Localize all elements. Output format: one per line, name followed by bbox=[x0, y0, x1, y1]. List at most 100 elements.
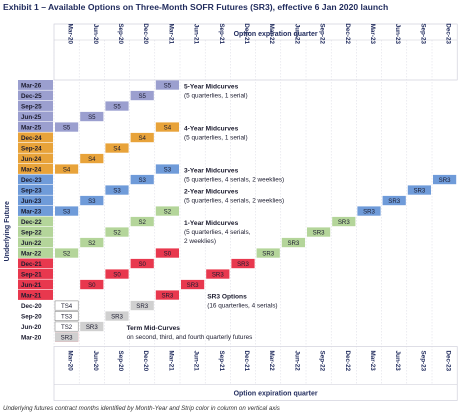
option-cell-label: S0 bbox=[164, 251, 172, 258]
bottom-quarter-label: Mar-23 bbox=[369, 351, 376, 372]
option-cell-label: S5 bbox=[138, 93, 146, 100]
option-cell-label: SR3 bbox=[313, 230, 325, 237]
bottom-quarter-label: Sep-21 bbox=[218, 351, 225, 372]
option-cell bbox=[155, 248, 179, 258]
top-quarter-label: Jun-21 bbox=[193, 24, 200, 45]
option-cell bbox=[130, 258, 154, 269]
row-label: Sep-25 bbox=[21, 104, 42, 111]
annotation-line: (16 quarterlies, 4 serials) bbox=[207, 302, 277, 309]
option-cell-label: S5 bbox=[88, 114, 96, 121]
row-label-cell bbox=[18, 248, 53, 258]
option-cell-label: S3 bbox=[164, 167, 172, 174]
option-cell bbox=[231, 258, 255, 269]
option-cell-label: S2 bbox=[113, 230, 121, 237]
row-label: Jun-21 bbox=[21, 282, 42, 289]
row-label: Sep-24 bbox=[21, 146, 42, 153]
bottom-quarter-label: Mar-22 bbox=[268, 351, 275, 372]
option-cell bbox=[130, 174, 154, 185]
option-cell bbox=[80, 111, 104, 122]
row-label: Mar-20 bbox=[21, 335, 42, 342]
option-cell bbox=[281, 237, 305, 248]
option-cell-label: S4 bbox=[138, 135, 146, 142]
option-cell-label: S5 bbox=[113, 104, 121, 111]
option-cell bbox=[105, 269, 129, 279]
option-cell bbox=[382, 195, 406, 206]
bottom-quarter-label: Dec-22 bbox=[344, 351, 351, 372]
option-cell-label: TS2 bbox=[61, 324, 73, 331]
option-cell bbox=[80, 237, 104, 248]
option-cell bbox=[433, 174, 457, 185]
row-label-cell bbox=[18, 290, 53, 300]
option-cell bbox=[105, 101, 129, 111]
option-cell-label: SR3 bbox=[212, 272, 224, 279]
row-label-cell bbox=[18, 269, 53, 279]
option-cell bbox=[54, 321, 79, 332]
row-label-cell bbox=[18, 321, 53, 332]
option-cell-label: S3 bbox=[138, 177, 146, 184]
row-label-cell bbox=[18, 90, 53, 101]
top-quarter-label: Sep-20 bbox=[117, 23, 124, 44]
option-cell bbox=[155, 206, 179, 216]
annotation-title: 2-Year Midcurves bbox=[184, 188, 239, 195]
bottom-quarter-label: Dec-21 bbox=[243, 351, 250, 372]
option-cell-label: SR3 bbox=[237, 261, 249, 268]
option-cell-label: S0 bbox=[138, 261, 146, 268]
option-cell-label: SR3 bbox=[388, 198, 400, 205]
option-cell bbox=[80, 321, 104, 332]
option-cell bbox=[130, 132, 154, 143]
top-quarter-label: Mar-20 bbox=[67, 24, 74, 45]
annotation-title: 5-Year Midcurves bbox=[184, 83, 239, 90]
bottom-quarter-label: Jun-23 bbox=[394, 351, 401, 372]
row-label-cell bbox=[18, 111, 53, 122]
option-cell-label: SR3 bbox=[287, 240, 299, 247]
option-cell-label: SR3 bbox=[262, 251, 274, 258]
row-label-cell bbox=[18, 101, 53, 111]
row-label-cell bbox=[18, 311, 53, 321]
row-label-cell bbox=[18, 300, 53, 311]
option-cell-label: S2 bbox=[138, 219, 146, 226]
bottom-quarter-label: Sep-20 bbox=[117, 351, 124, 372]
option-cell bbox=[307, 227, 331, 237]
top-quarter-label: Dec-21 bbox=[243, 23, 250, 44]
row-label: Dec-25 bbox=[21, 93, 42, 100]
option-cell-label: SR3 bbox=[161, 293, 173, 300]
option-cell-label: S3 bbox=[88, 198, 96, 205]
annotation-line: (5 quarterlies, 4 serials, 2 weeklies) bbox=[184, 176, 284, 183]
annotation-line: (5 quarterlies, 1 serial) bbox=[184, 134, 248, 141]
top-axis-title: Option expiration quarter bbox=[234, 31, 318, 38]
option-cell bbox=[54, 300, 79, 311]
row-label-cell bbox=[18, 195, 53, 206]
option-cell-label: S2 bbox=[164, 209, 172, 216]
annotation-title: Term Mid-Curves bbox=[127, 325, 181, 332]
option-cell-label: S4 bbox=[63, 167, 71, 174]
option-cell bbox=[332, 216, 356, 227]
option-cell bbox=[206, 269, 230, 279]
bottom-quarter-label: Mar-21 bbox=[167, 351, 174, 372]
top-quarter-label: Dec-20 bbox=[142, 23, 149, 44]
row-label-cell bbox=[18, 122, 53, 132]
top-quarter-label: Jun-22 bbox=[293, 24, 300, 45]
option-cell bbox=[155, 290, 179, 300]
option-cell bbox=[155, 122, 179, 132]
annotation-line: (5 quarterlies, 4 serials, 2 weeklies) bbox=[184, 197, 284, 204]
annotation-line: (5 quarterlies, 4 serials, bbox=[184, 229, 251, 236]
option-cell-label: SR3 bbox=[413, 188, 425, 195]
option-cell bbox=[80, 195, 104, 206]
top-quarter-label: Sep-21 bbox=[218, 23, 225, 44]
option-cell bbox=[407, 185, 431, 195]
option-cell-label: SR3 bbox=[439, 177, 451, 184]
bottom-quarter-label: Mar-20 bbox=[67, 351, 74, 372]
option-cell bbox=[54, 311, 79, 321]
option-cell-label: SR3 bbox=[61, 335, 73, 342]
row-label: Sep-23 bbox=[21, 188, 42, 195]
row-label-cell bbox=[18, 153, 53, 164]
footnote: Underlying futures contract months ident… bbox=[3, 405, 280, 412]
option-cell bbox=[130, 216, 154, 227]
top-quarter-label: Dec-22 bbox=[344, 23, 351, 44]
row-label-cell bbox=[18, 164, 53, 174]
row-label-cell bbox=[18, 227, 53, 237]
option-cell-label: SR3 bbox=[363, 209, 375, 216]
row-label-cell bbox=[18, 143, 53, 153]
option-cell bbox=[55, 206, 79, 216]
